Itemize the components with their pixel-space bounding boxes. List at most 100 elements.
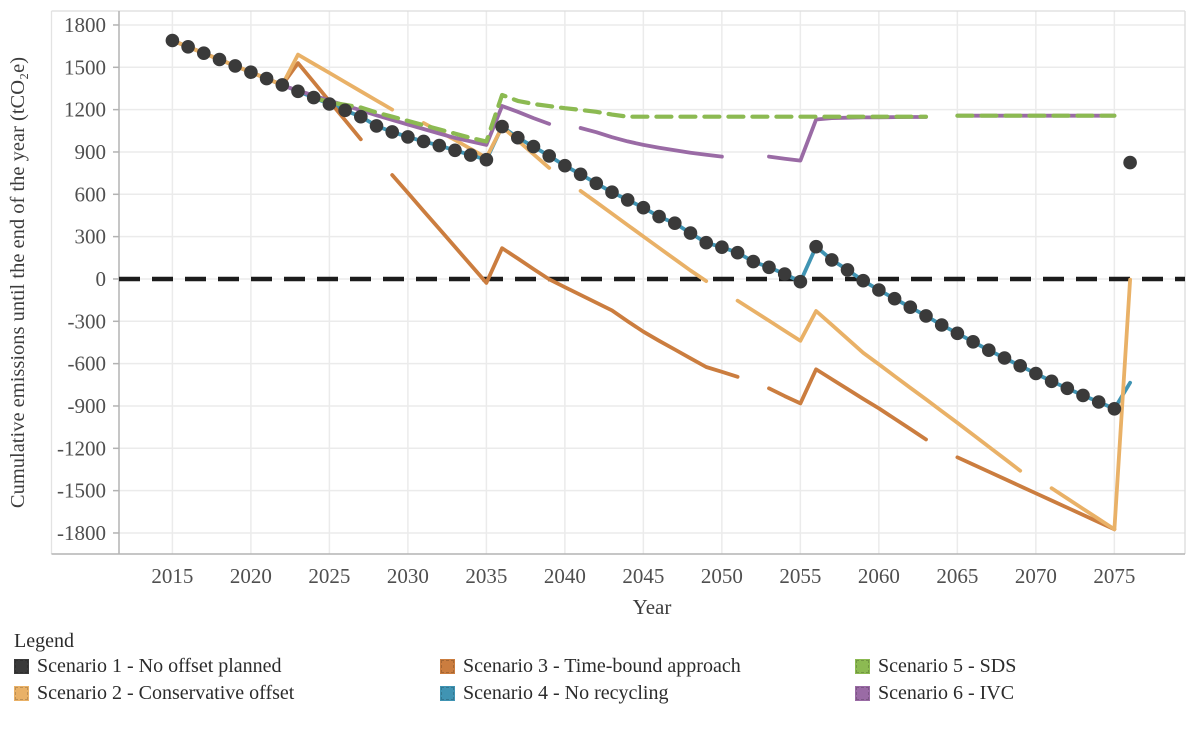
scenario2-swatch-icon xyxy=(14,685,29,701)
scenario1-dot xyxy=(322,97,337,111)
scenario1-dot xyxy=(1107,402,1122,416)
scenario1-dot xyxy=(1091,395,1106,409)
scenario1-dot xyxy=(919,309,933,323)
svg-text:1800: 1800 xyxy=(64,13,106,37)
scenario1-dot xyxy=(683,226,698,240)
scenario1-dot xyxy=(385,125,400,139)
scenario1-dot xyxy=(856,273,870,288)
series-line-5 xyxy=(280,83,1117,163)
scenario1-dot xyxy=(448,143,462,158)
scenario1-dot xyxy=(1123,155,1137,170)
legend-title: Legend xyxy=(14,630,74,652)
svg-text:0: 0 xyxy=(96,267,107,291)
scenario1-dot xyxy=(777,267,792,281)
chart-figure: 1800 1500 1200 900 600 300 0 -300 -600 -900 -1200 -… xyxy=(7,10,1186,619)
scenario1-dot xyxy=(746,254,761,269)
svg-text:2055: 2055 xyxy=(779,564,821,588)
scenario1-dot xyxy=(1013,359,1027,373)
legend-item-label: Scenario 2 - Conservative offset xyxy=(37,682,295,704)
scenario4-swatch-icon xyxy=(440,685,455,701)
scenario1-dot xyxy=(934,318,949,332)
scenario1-dot xyxy=(369,119,384,133)
scenario1-dot xyxy=(181,40,195,54)
svg-text:-1200: -1200 xyxy=(57,436,106,460)
scenario1-dot xyxy=(699,235,713,250)
scenario1-dot xyxy=(589,176,604,191)
svg-text:2035: 2035 xyxy=(465,564,507,588)
svg-text:-900: -900 xyxy=(68,394,107,418)
scenario1-dot xyxy=(212,52,227,67)
scenario1-dot xyxy=(306,90,321,105)
scenario1-dot xyxy=(416,134,431,149)
scenario1-dot xyxy=(872,283,886,297)
scenario1-dot xyxy=(479,152,494,167)
scenario1-dot xyxy=(165,33,180,48)
scenario1-dot xyxy=(997,351,1012,365)
scenario1-dot xyxy=(526,139,541,154)
legend-item-label: Scenario 3 - Time-bound approach xyxy=(463,655,741,677)
scenario1-dot xyxy=(1076,388,1090,403)
legend-item-scenario3: Scenario 3 - Time-bound approach xyxy=(440,654,741,678)
svg-text:2070: 2070 xyxy=(1015,564,1057,588)
scenario1-dot xyxy=(1029,366,1043,381)
scenario1-dot xyxy=(275,78,290,92)
legend-column-1: Scenario 1 - No offset planned Scenario … xyxy=(14,654,294,705)
scenario1-dot xyxy=(605,185,619,199)
scenario3-swatch-icon xyxy=(440,658,455,674)
legend-item-label: Scenario 5 - SDS xyxy=(878,655,1017,677)
scenario1-dot xyxy=(542,149,556,163)
scenario1-swatch-icon xyxy=(14,658,29,674)
scenario1-dot xyxy=(244,65,258,79)
scenario1-dot xyxy=(730,245,745,260)
scenario1-dot xyxy=(982,343,996,358)
svg-text:2015: 2015 xyxy=(151,564,193,588)
scenario1-dot xyxy=(636,200,651,215)
scenario1-dot xyxy=(620,193,635,207)
scenario1-dot xyxy=(809,239,823,254)
svg-text:2050: 2050 xyxy=(701,564,743,588)
legend-item-scenario4: Scenario 4 - No recycling xyxy=(440,681,741,705)
svg-text:2075: 2075 xyxy=(1093,564,1135,588)
scenario1-dot xyxy=(558,158,572,173)
legend-item-scenario6: Scenario 6 - IVC xyxy=(855,681,1016,705)
svg-text:-600: -600 xyxy=(68,352,107,376)
svg-text:2060: 2060 xyxy=(858,564,900,588)
scenario1-dot xyxy=(793,274,808,289)
svg-text:2025: 2025 xyxy=(308,564,350,588)
chart-legend: Legend Scenario 1 - No offset planned Sc… xyxy=(0,630,1200,730)
scenario1-dot xyxy=(291,84,305,99)
svg-text:1200: 1200 xyxy=(64,98,106,122)
legend-item-label: Scenario 1 - No offset planned xyxy=(37,655,282,677)
scenario6-swatch-icon xyxy=(855,685,870,701)
scenario1-dot xyxy=(401,130,415,144)
legend-column-3: Scenario 5 - SDS Scenario 6 - IVC xyxy=(855,654,1016,705)
scenario1-dot xyxy=(715,240,729,254)
chart-svg: 1800 1500 1200 900 600 300 0 -300 -600 -900 -1200 -… xyxy=(7,10,1186,619)
scenario1-dot xyxy=(432,138,447,153)
scenario1-dot xyxy=(338,103,352,118)
scenario1-dot xyxy=(354,109,368,124)
scenario1-dot xyxy=(228,59,242,73)
svg-text:2020: 2020 xyxy=(230,564,272,588)
legend-item-scenario5: Scenario 5 - SDS xyxy=(855,654,1016,678)
scenario1-dot xyxy=(840,263,855,277)
svg-text:300: 300 xyxy=(75,225,107,249)
scenario1-dot xyxy=(887,291,902,306)
series-line-4 xyxy=(311,92,1117,144)
scenario1-dot xyxy=(1060,381,1075,396)
scenario1-dot xyxy=(668,216,682,230)
legend-item-label: Scenario 6 - IVC xyxy=(878,682,1015,704)
svg-text:2030: 2030 xyxy=(387,564,429,588)
legend-item-scenario1: Scenario 1 - No offset planned xyxy=(14,654,294,678)
scenario5-swatch-icon xyxy=(855,658,870,674)
scenario1-dot xyxy=(463,148,478,162)
scenario1-dot xyxy=(511,130,525,145)
scenario1-dot xyxy=(495,119,509,134)
x-axis-title: Year xyxy=(633,595,672,619)
scenario1-dot xyxy=(573,167,588,182)
svg-text:900: 900 xyxy=(75,140,107,164)
scenario1-dot xyxy=(825,253,839,267)
svg-text:600: 600 xyxy=(75,182,107,206)
svg-text:-1500: -1500 xyxy=(57,479,106,503)
